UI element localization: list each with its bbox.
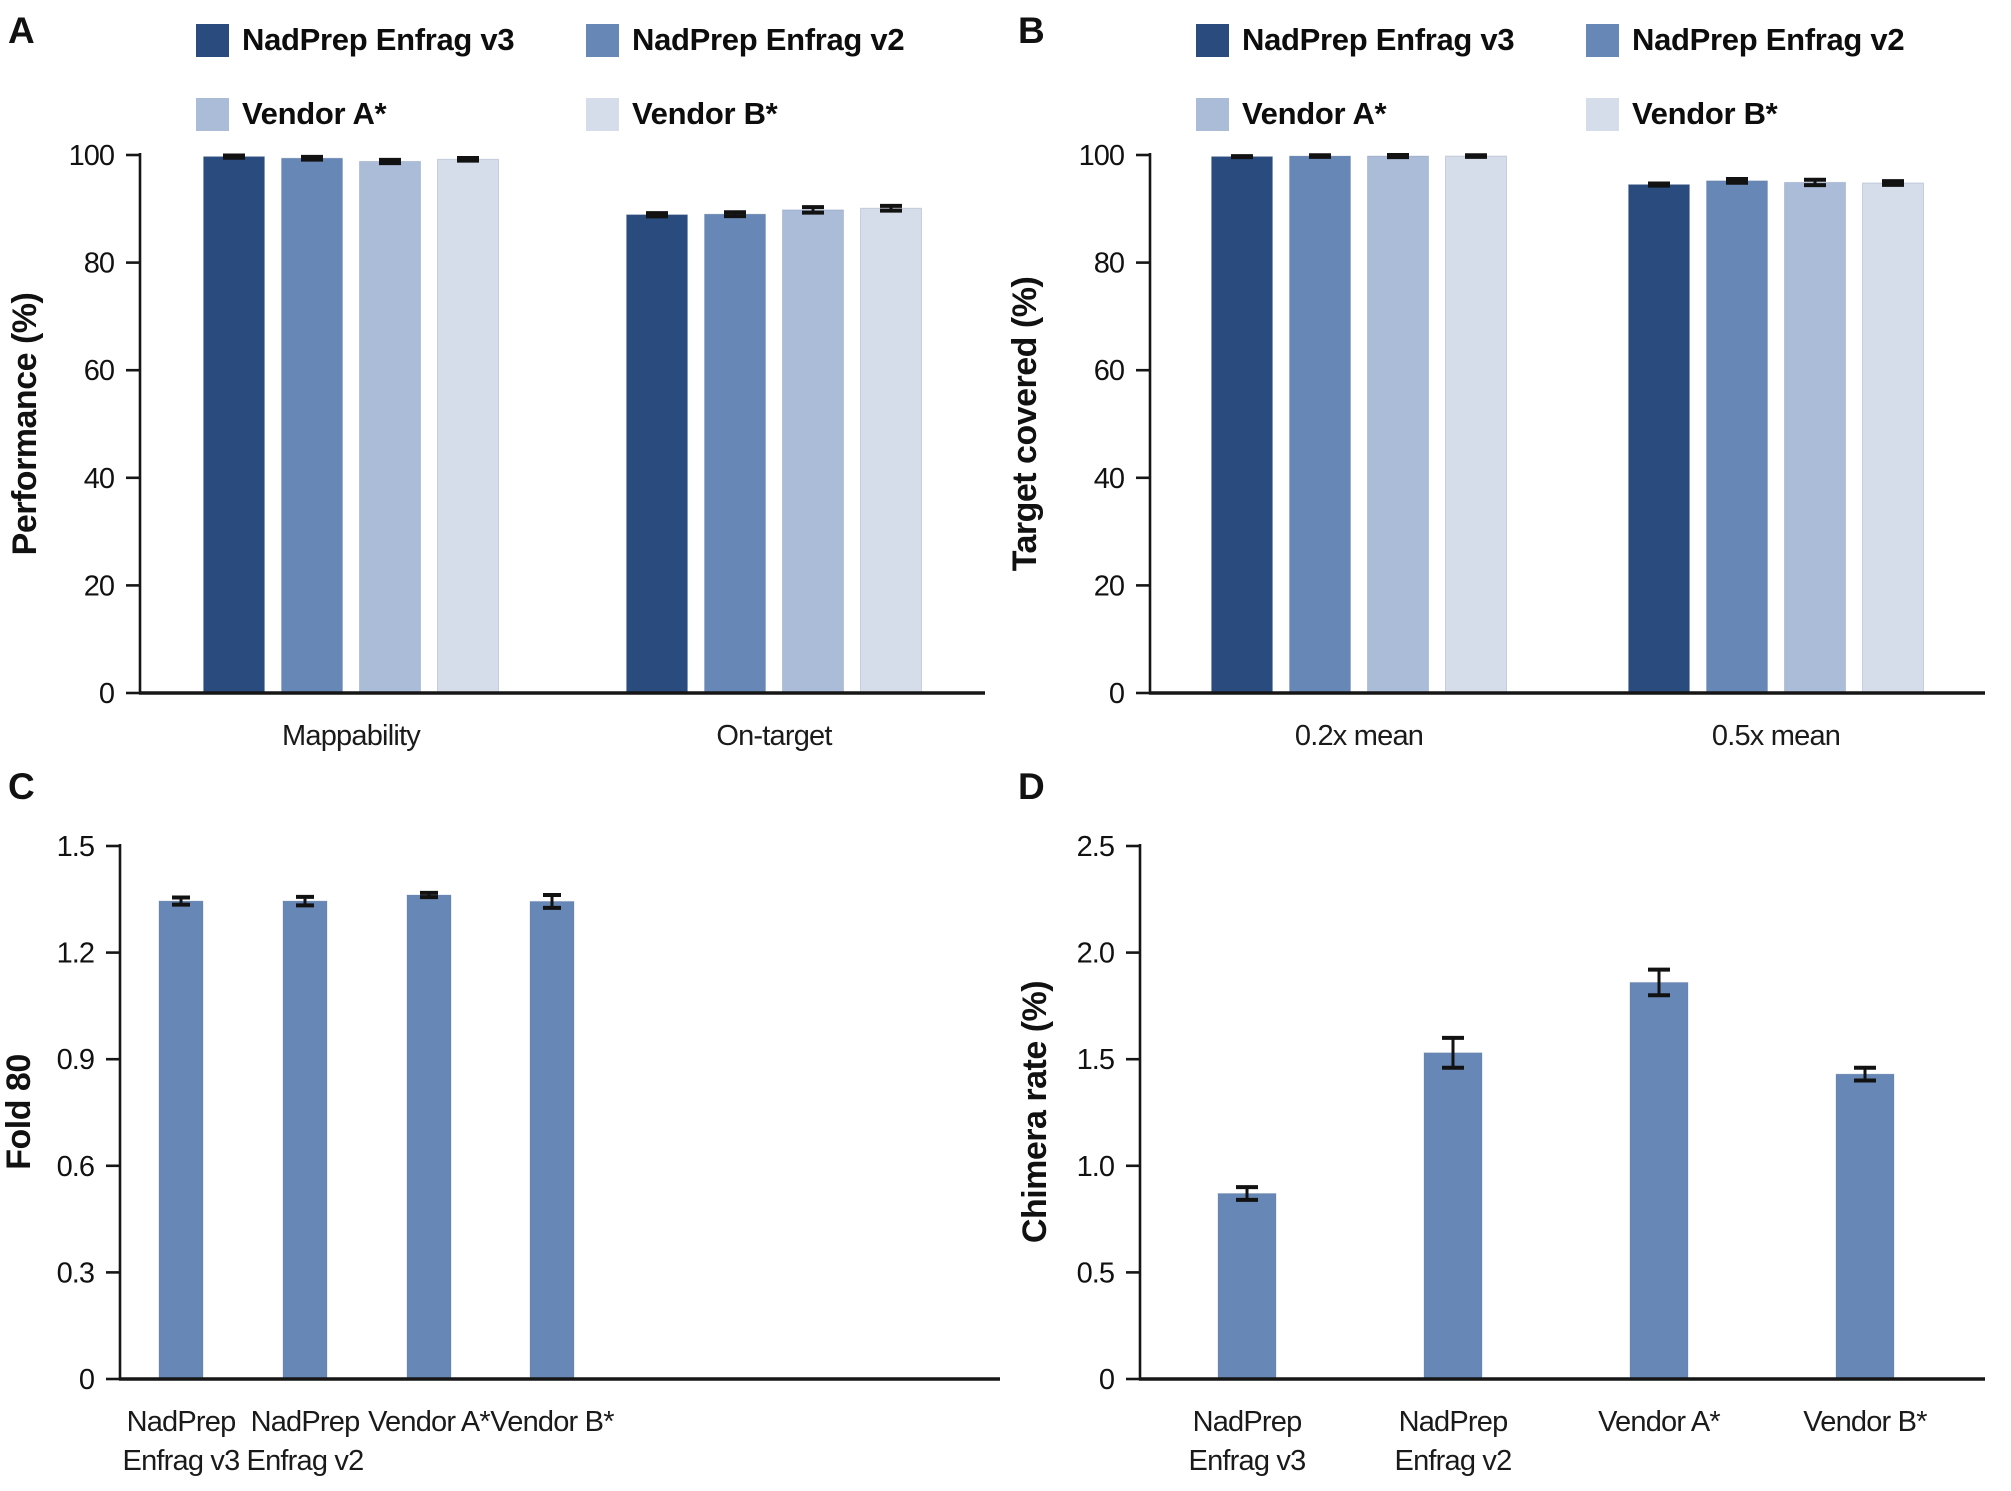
bar	[1835, 1073, 1895, 1380]
panel-letter-b: B	[1018, 10, 1045, 51]
bar	[1367, 155, 1429, 694]
y-tick-label: 0.9	[57, 1044, 94, 1076]
y-tick-label: 0.5	[1077, 1257, 1114, 1289]
bar	[1706, 180, 1768, 694]
y-tick-label: 40	[84, 463, 114, 495]
x-category-label: 0.5x mean	[1712, 720, 1840, 752]
y-tick-label: 80	[84, 248, 114, 280]
y-tick-label: 60	[84, 355, 114, 387]
bar	[437, 158, 499, 694]
y-axis-title: Target covered (%)	[1006, 277, 1044, 572]
y-tick-label: 0	[99, 678, 114, 710]
x-category-label: NadPrep Enfrag v3	[1189, 1406, 1306, 1477]
x-category-label: 0.2x mean	[1295, 720, 1423, 752]
x-category-label: Vendor A*	[368, 1406, 490, 1438]
bar	[1217, 1193, 1277, 1380]
y-tick-label: 1.5	[1077, 1044, 1114, 1076]
y-tick-label: 2.0	[1077, 938, 1114, 970]
y-tick-label: 60	[1094, 355, 1124, 387]
x-category-label: Mappability	[282, 720, 421, 752]
y-axis-title: Chimera rate (%)	[1016, 981, 1054, 1243]
bar	[860, 207, 922, 694]
x-category-label: NadPrep Enfrag v3	[123, 1406, 240, 1477]
panel-letter-d: D	[1018, 766, 1045, 807]
y-tick-label: 1.0	[1077, 1151, 1114, 1183]
y-tick-label: 0	[1109, 678, 1124, 710]
y-tick-label: 40	[1094, 463, 1124, 495]
bar	[704, 213, 766, 694]
bar	[1289, 155, 1351, 694]
y-axis-title: Performance (%)	[6, 293, 44, 556]
bar	[158, 900, 204, 1380]
y-tick-label: 20	[84, 570, 114, 602]
y-tick-label: 0	[79, 1364, 94, 1396]
y-axis-title: Fold 80	[0, 1054, 38, 1170]
x-category-label: NadPrep Enfrag v2	[247, 1406, 364, 1477]
y-tick-label: 100	[1079, 140, 1124, 172]
bar	[626, 214, 688, 694]
bar	[1862, 182, 1924, 694]
y-tick-label: 20	[1094, 570, 1124, 602]
bar	[782, 209, 844, 694]
x-category-label: On-target	[716, 720, 832, 752]
x-category-label: NadPrep Enfrag v2	[1395, 1406, 1512, 1477]
y-tick-label: 1.5	[57, 831, 94, 863]
x-category-label: Vendor A*	[1598, 1406, 1720, 1438]
y-tick-label: 1.2	[57, 938, 94, 970]
y-tick-label: 80	[1094, 248, 1124, 280]
bar	[1445, 155, 1507, 694]
bar	[529, 900, 575, 1380]
bar	[1629, 981, 1689, 1380]
y-tick-label: 0	[1099, 1364, 1114, 1396]
y-tick-label: 100	[69, 140, 114, 172]
bar	[1211, 156, 1273, 694]
bar	[359, 160, 421, 694]
x-category-label: Vendor B*	[490, 1406, 614, 1438]
x-category-label: Vendor B*	[1803, 1406, 1927, 1438]
bar	[1628, 184, 1690, 694]
y-tick-label: 2.5	[1077, 831, 1114, 863]
bar	[1784, 181, 1846, 694]
bar	[406, 894, 452, 1380]
bar	[1423, 1052, 1483, 1380]
bar	[203, 156, 265, 694]
panel-letter-a: A	[8, 10, 35, 51]
y-tick-label: 0.6	[57, 1151, 94, 1183]
y-tick-label: 0.3	[57, 1257, 94, 1289]
bar	[282, 900, 328, 1380]
bar	[281, 157, 343, 694]
panel-letter-c: C	[8, 766, 35, 807]
